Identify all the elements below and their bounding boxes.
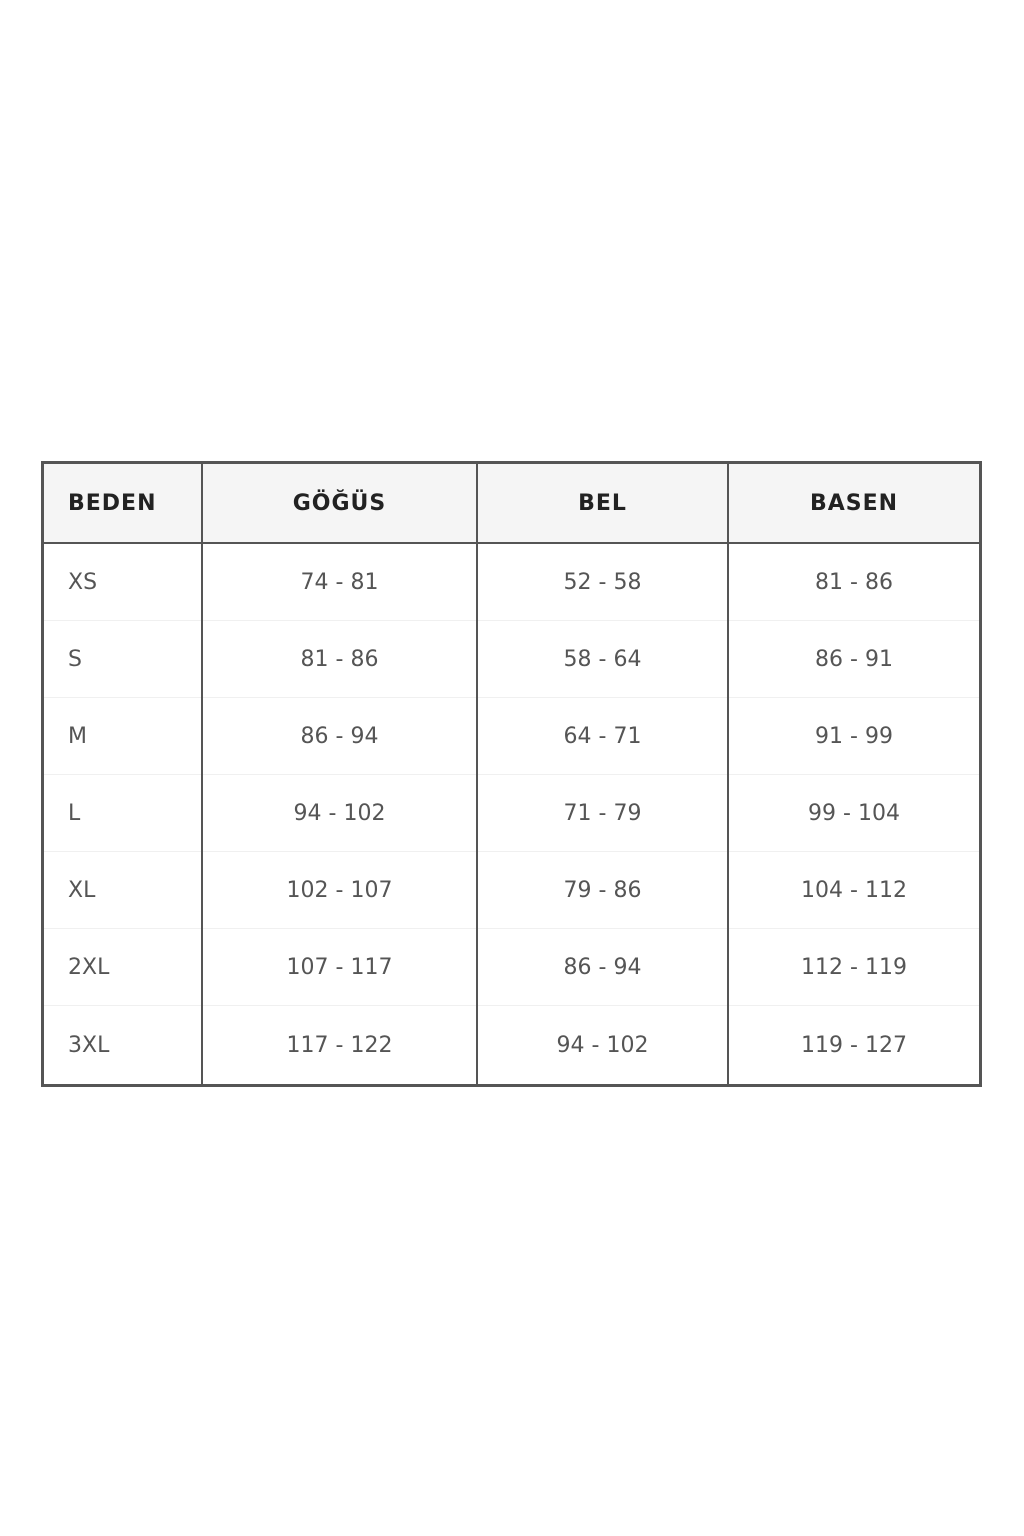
cell-size: M: [41, 697, 202, 775]
header-bel: BEL: [476, 462, 728, 544]
cell-hip: 91 - 99: [727, 697, 981, 775]
table-row: S 81 - 86 58 - 64 86 - 91: [41, 620, 981, 698]
table-row: XL 102 - 107 79 - 86 104 - 112: [41, 851, 981, 929]
cell-size: S: [41, 620, 202, 698]
cell-size: 3XL: [41, 1005, 202, 1086]
header-gogus: GÖĞÜS: [201, 462, 477, 544]
cell-size: L: [41, 774, 202, 852]
cell-size: 2XL: [41, 928, 202, 1006]
cell-chest: 86 - 94: [201, 697, 477, 775]
cell-hip: 86 - 91: [727, 620, 981, 698]
cell-chest: 81 - 86: [201, 620, 477, 698]
cell-hip: 104 - 112: [727, 851, 981, 929]
cell-waist: 79 - 86: [476, 851, 728, 929]
cell-chest: 74 - 81: [201, 543, 477, 621]
cell-hip: 99 - 104: [727, 774, 981, 852]
cell-chest: 107 - 117: [201, 928, 477, 1006]
cell-chest: 94 - 102: [201, 774, 477, 852]
cell-waist: 86 - 94: [476, 928, 728, 1006]
table-row: M 86 - 94 64 - 71 91 - 99: [41, 697, 981, 775]
cell-waist: 71 - 79: [476, 774, 728, 852]
size-chart-table: BEDEN GÖĞÜS BEL BASEN XS 74 - 81 52 - 58 81…: [41, 461, 982, 1087]
cell-waist: 94 - 102: [476, 1005, 728, 1086]
cell-chest: 102 - 107: [201, 851, 477, 929]
cell-size: XL: [41, 851, 202, 929]
cell-waist: 64 - 71: [476, 697, 728, 775]
table-row: L 94 - 102 71 - 79 99 - 104: [41, 774, 981, 852]
cell-hip: 119 - 127: [727, 1005, 981, 1086]
header-row: BEDEN GÖĞÜS BEL BASEN: [41, 462, 981, 544]
header-beden: BEDEN: [41, 462, 202, 544]
header-basen: BASEN: [727, 462, 981, 544]
table-row: XS 74 - 81 52 - 58 81 - 86: [41, 543, 981, 621]
cell-waist: 52 - 58: [476, 543, 728, 621]
cell-hip: 81 - 86: [727, 543, 981, 621]
cell-chest: 117 - 122: [201, 1005, 477, 1086]
table-row: 2XL 107 - 117 86 - 94 112 - 119: [41, 928, 981, 1006]
table-row: 3XL 117 - 122 94 - 102 119 - 127: [41, 1005, 981, 1086]
cell-size: XS: [41, 543, 202, 621]
cell-waist: 58 - 64: [476, 620, 728, 698]
cell-hip: 112 - 119: [727, 928, 981, 1006]
